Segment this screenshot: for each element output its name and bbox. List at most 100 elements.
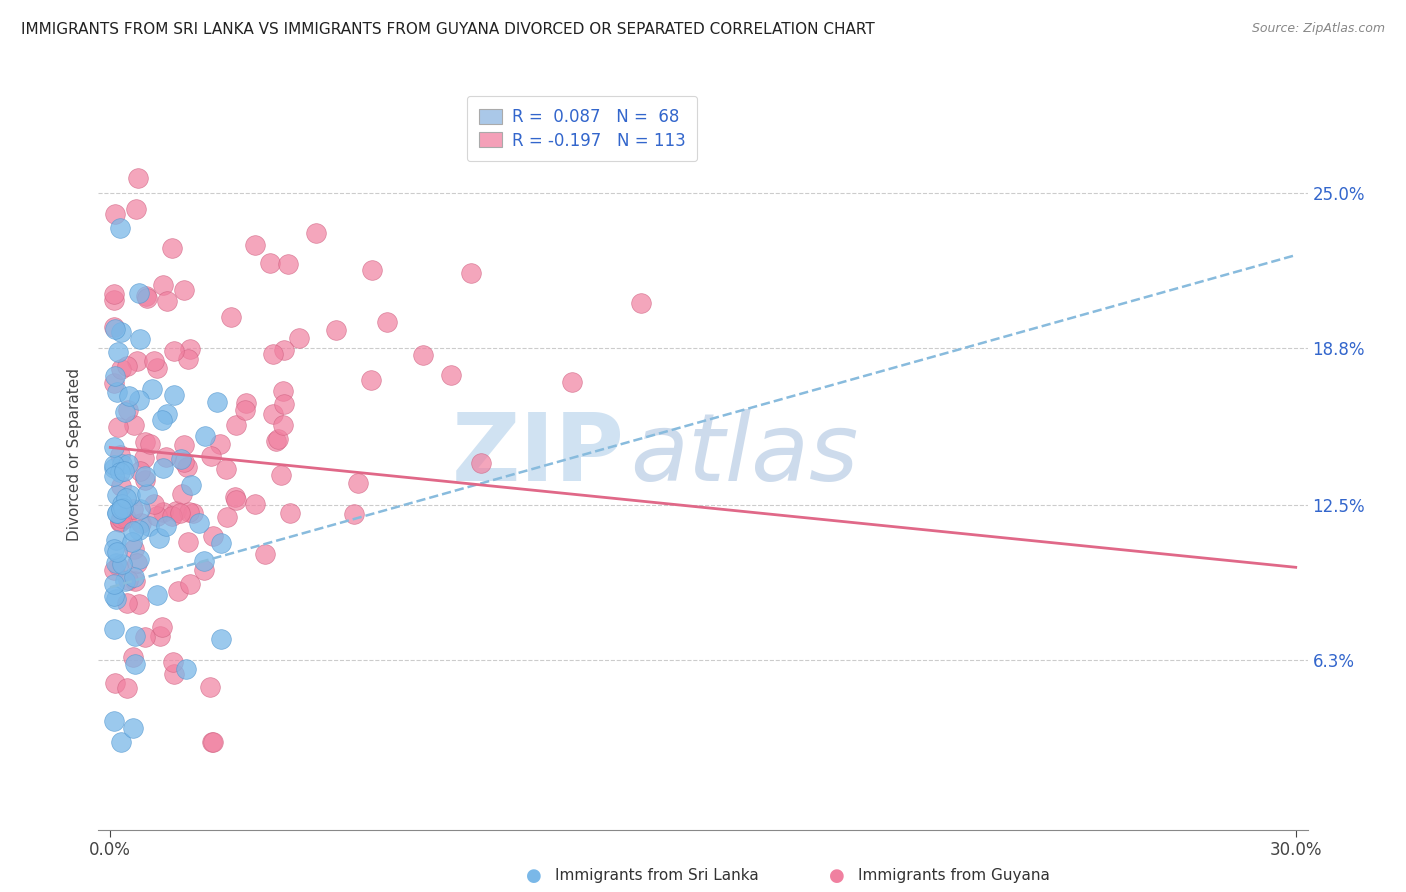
- Point: [122, 721, 145, 735]
- Text: Immigrants from Guyana: Immigrants from Guyana: [858, 869, 1049, 883]
- Point: [103, 458, 125, 472]
- Point: [177, 352, 200, 367]
- Point: [202, 735, 225, 749]
- Point: [122, 418, 145, 433]
- Point: [148, 532, 170, 546]
- Point: [117, 573, 139, 587]
- Point: [122, 541, 145, 556]
- Point: [160, 508, 183, 523]
- Point: [169, 506, 191, 520]
- Point: [117, 389, 139, 403]
- Point: [117, 403, 139, 417]
- Point: [346, 475, 368, 490]
- Point: [103, 714, 125, 728]
- Point: [121, 650, 143, 665]
- Point: [271, 384, 294, 398]
- Point: [245, 496, 267, 510]
- Point: [128, 393, 150, 408]
- Point: [259, 256, 281, 270]
- Point: [224, 491, 246, 505]
- Point: [134, 450, 156, 465]
- Point: [150, 413, 173, 427]
- Point: [170, 452, 193, 467]
- Point: [219, 310, 242, 324]
- Point: [105, 506, 128, 520]
- Point: [233, 403, 256, 417]
- Point: [152, 278, 174, 293]
- Point: [110, 325, 132, 339]
- Y-axis label: Divorced or Separated: Divorced or Separated: [67, 368, 83, 541]
- Point: [205, 395, 228, 409]
- Point: [111, 497, 134, 511]
- Point: [375, 315, 398, 329]
- Point: [110, 511, 132, 525]
- Point: [209, 536, 232, 550]
- Point: [112, 464, 135, 478]
- Point: [103, 589, 125, 603]
- Point: [264, 434, 287, 449]
- Point: [277, 257, 299, 271]
- Point: [122, 524, 145, 539]
- Point: [105, 385, 128, 400]
- Point: [114, 574, 136, 588]
- Point: [170, 487, 193, 501]
- Point: [225, 493, 247, 508]
- Point: [460, 266, 482, 280]
- Point: [104, 533, 127, 547]
- Point: [470, 456, 492, 470]
- Point: [193, 564, 215, 578]
- Point: [173, 283, 195, 297]
- Text: Immigrants from Sri Lanka: Immigrants from Sri Lanka: [555, 869, 759, 883]
- Point: [107, 558, 129, 573]
- Text: ●: ●: [828, 867, 845, 885]
- Point: [149, 629, 172, 643]
- Point: [142, 354, 165, 368]
- Point: [179, 577, 201, 591]
- Point: [103, 622, 125, 636]
- Point: [152, 505, 174, 519]
- Point: [209, 632, 232, 647]
- Point: [129, 516, 152, 531]
- Point: [124, 629, 146, 643]
- Point: [135, 288, 157, 302]
- Point: [162, 241, 184, 255]
- Point: [278, 507, 301, 521]
- Point: [114, 491, 136, 505]
- Point: [163, 344, 186, 359]
- Point: [134, 468, 156, 483]
- Point: [104, 207, 127, 221]
- Point: [125, 353, 148, 368]
- Point: [165, 504, 187, 518]
- Point: [141, 382, 163, 396]
- Point: [103, 541, 125, 556]
- Point: [108, 515, 131, 529]
- Point: [122, 570, 145, 584]
- Point: [146, 509, 169, 524]
- Point: [121, 534, 143, 549]
- Point: [235, 396, 257, 410]
- Point: [128, 523, 150, 537]
- Point: [273, 418, 295, 433]
- Point: [105, 506, 128, 520]
- Point: [139, 437, 162, 451]
- Point: [155, 519, 177, 533]
- Point: [136, 291, 159, 305]
- Point: [360, 373, 382, 387]
- Point: [156, 407, 179, 421]
- Point: [128, 551, 150, 566]
- Point: [163, 388, 186, 402]
- Point: [262, 408, 284, 422]
- Point: [103, 576, 125, 591]
- Point: [111, 500, 134, 515]
- Point: [155, 293, 177, 308]
- Text: IMMIGRANTS FROM SRI LANKA VS IMMIGRANTS FROM GUYANA DIVORCED OR SEPARATED CORREL: IMMIGRANTS FROM SRI LANKA VS IMMIGRANTS …: [21, 22, 875, 37]
- Point: [122, 502, 145, 516]
- Point: [110, 735, 132, 749]
- Point: [179, 342, 201, 356]
- Point: [138, 518, 160, 533]
- Point: [142, 497, 165, 511]
- Point: [270, 468, 292, 483]
- Point: [200, 680, 222, 694]
- Point: [135, 487, 157, 501]
- Point: [103, 293, 125, 307]
